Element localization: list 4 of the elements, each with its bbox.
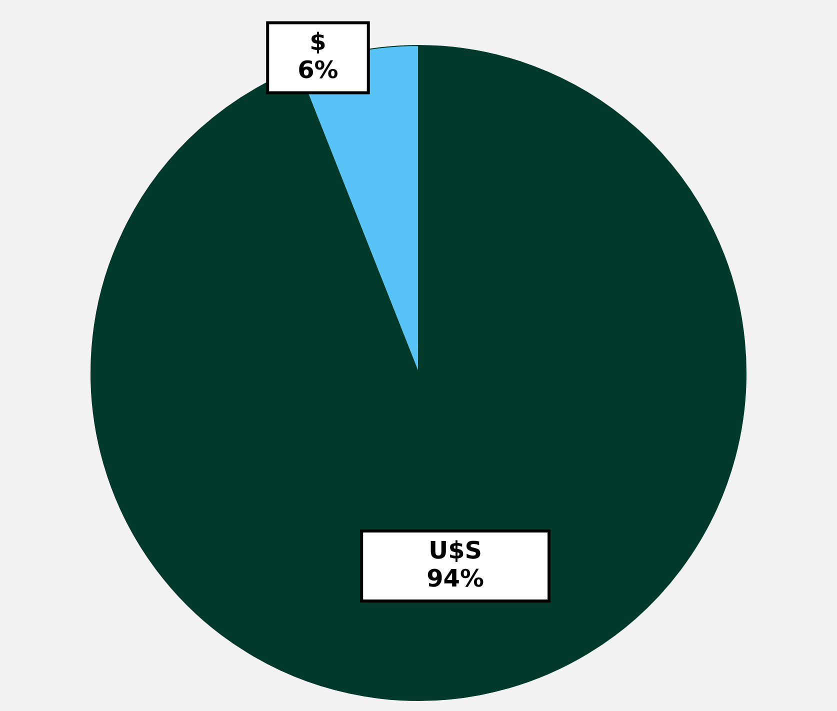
data-label: 94% xyxy=(426,564,484,592)
slice-label: U$S xyxy=(428,536,482,564)
slice-label: $ xyxy=(310,28,326,56)
data-label: 6% xyxy=(298,56,338,84)
